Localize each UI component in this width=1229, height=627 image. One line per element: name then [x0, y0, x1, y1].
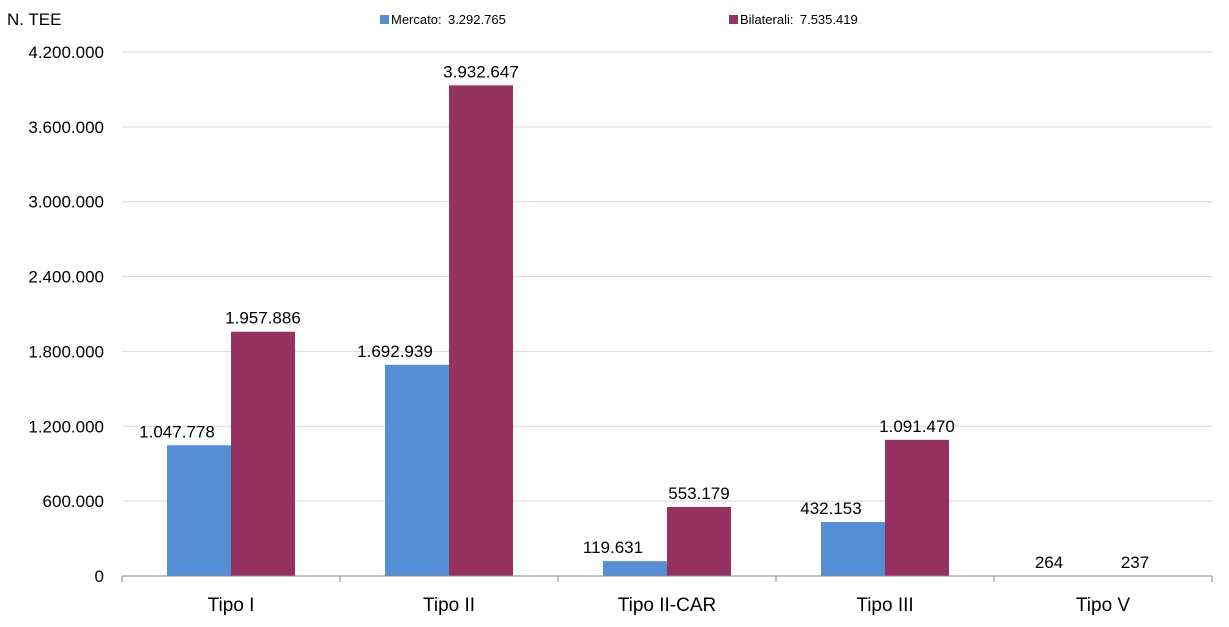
- legend-series-name: Bilaterali: [740, 12, 790, 27]
- data-label: 432.153: [800, 499, 861, 518]
- y-tick-label: 1.200.000: [28, 417, 104, 436]
- data-label: 237: [1121, 553, 1149, 572]
- legend-series-value: 3.292.765: [448, 12, 506, 27]
- bar-bilaterali: [667, 507, 731, 576]
- data-label: 3.932.647: [443, 62, 519, 81]
- legend-series-name: Mercato: [391, 12, 438, 27]
- data-label: 1.047.778: [139, 422, 215, 441]
- x-tick-label: Tipo III: [856, 595, 913, 616]
- data-label: 1.692.939: [357, 342, 433, 361]
- x-tick-label: Tipo I: [208, 595, 255, 616]
- data-label: 264: [1035, 553, 1063, 572]
- y-tick-label: 0: [95, 567, 104, 586]
- legend-separator: :: [438, 12, 442, 27]
- data-label: 119.631: [583, 538, 643, 557]
- bar-mercato: [603, 561, 667, 576]
- legend-swatch: [380, 15, 389, 24]
- data-label: 1.091.470: [879, 417, 955, 436]
- y-axis-title: N. TEE: [7, 10, 61, 29]
- legend-series-value: 7.535.419: [800, 12, 858, 27]
- data-label: 1.957.886: [225, 309, 301, 328]
- bar-mercato: [385, 365, 449, 576]
- y-tick-label: 3.000.000: [28, 193, 104, 212]
- data-label: 553.179: [668, 484, 729, 503]
- y-tick-label: 3.600.000: [28, 118, 104, 137]
- x-tick-label: Tipo II: [423, 595, 475, 616]
- x-tick-label: Tipo II-CAR: [618, 595, 717, 616]
- bar-bilaterali: [231, 332, 295, 576]
- bar-mercato: [167, 445, 231, 576]
- bar-mercato: [821, 522, 885, 576]
- legend-swatch: [729, 15, 738, 24]
- bar-bilaterali: [449, 85, 513, 576]
- bar-bilaterali: [885, 440, 949, 576]
- legend-separator: :: [790, 12, 794, 27]
- y-tick-label: 1.800.000: [28, 342, 104, 361]
- y-tick-label: 4.200.000: [28, 43, 104, 62]
- bars: [167, 85, 1167, 576]
- y-tick-label: 600.000: [43, 492, 104, 511]
- x-tick-label: Tipo V: [1076, 595, 1131, 616]
- y-tick-label: 2.400.000: [28, 268, 104, 287]
